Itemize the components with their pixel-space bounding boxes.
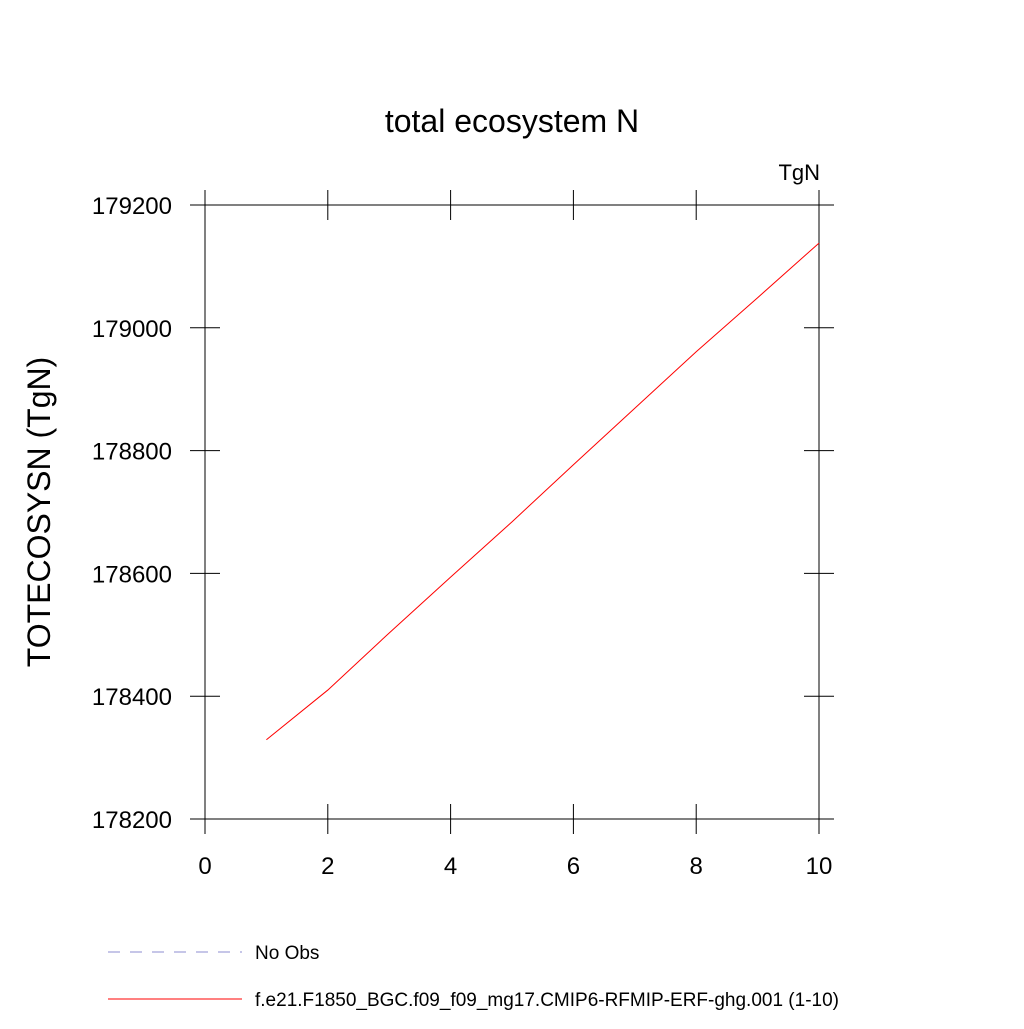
chart-title: total ecosystem N: [385, 103, 639, 139]
x-tick-label: 4: [444, 853, 457, 880]
plot-frame: [204, 204, 820, 820]
legend-label: f.e21.F1850_BGC.f09_f09_mg17.CMIP6-RFMIP…: [255, 990, 839, 1011]
units-label: TgN: [778, 160, 820, 185]
x-tick-label: 8: [690, 853, 703, 880]
y-tick-label: 178400: [92, 684, 172, 711]
y-tick-label: 179000: [92, 316, 172, 343]
x-tick-label: 10: [806, 853, 833, 880]
x-tick-label: 2: [321, 853, 334, 880]
legend-label: No Obs: [255, 943, 319, 964]
series-line: [266, 242, 820, 741]
y-axis-label: TOTECOSYSN (TgN): [21, 357, 57, 668]
y-tick-label: 178200: [92, 807, 172, 834]
y-tick-label: 178600: [92, 561, 172, 588]
x-tick-label: 0: [198, 853, 211, 880]
y-tick-label: 179200: [92, 193, 172, 220]
y-tick-label: 178800: [92, 439, 172, 466]
x-tick-label: 6: [567, 853, 580, 880]
